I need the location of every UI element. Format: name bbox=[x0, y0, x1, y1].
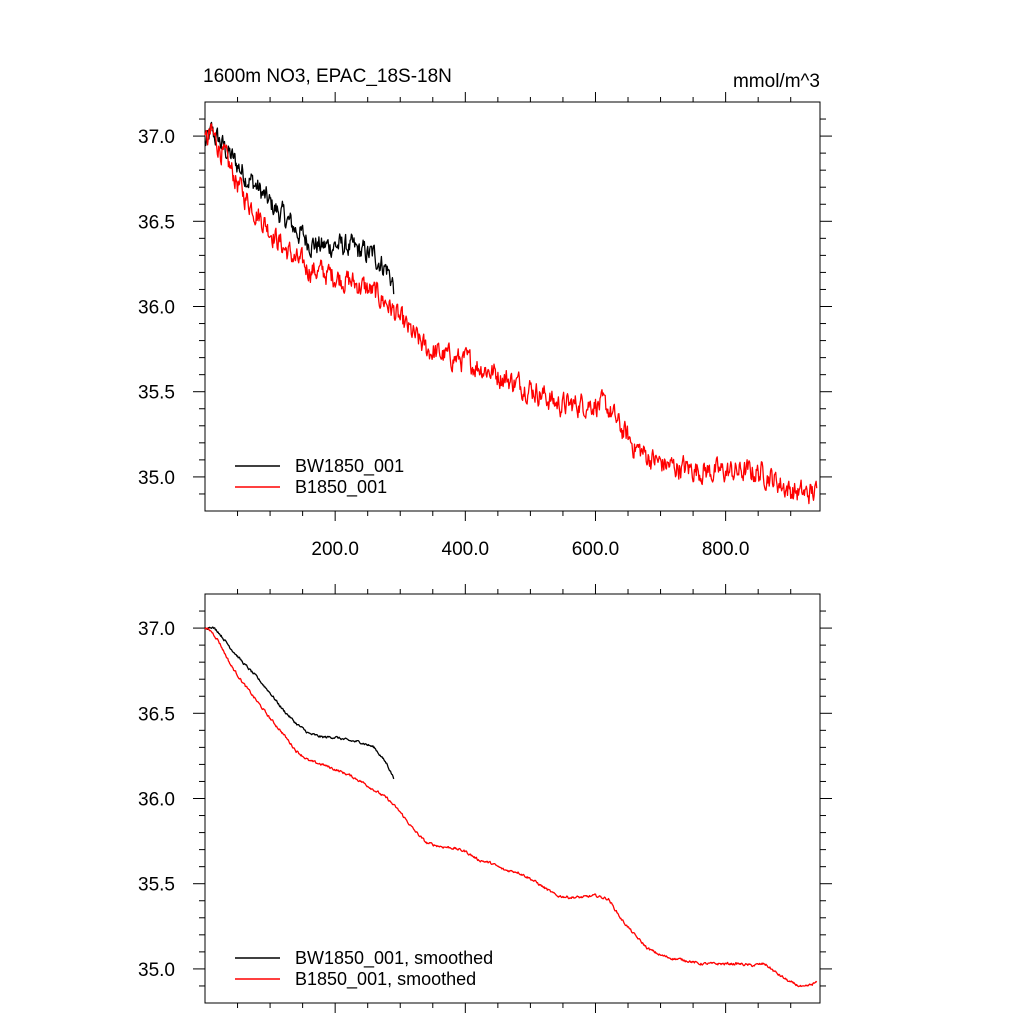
y-tick-label: 35.0 bbox=[138, 468, 175, 489]
y-tick-label: 36.5 bbox=[138, 704, 175, 725]
x-tick-label: 800.0 bbox=[702, 539, 750, 560]
x-tick-label: 400.0 bbox=[442, 539, 490, 560]
series-line-bw1850-001 bbox=[204, 121, 395, 295]
y-tick-label: 36.0 bbox=[138, 790, 175, 811]
legend-label: BW1850_001 bbox=[295, 456, 404, 477]
bottom-panel: 35.0 35.5 36.0 36.5 37.0 BW1850_001, smoothed… bbox=[138, 584, 832, 1013]
plot-frame bbox=[204, 101, 821, 512]
series-line-bw1850-001-smoothed bbox=[204, 626, 395, 780]
plot-frame bbox=[204, 593, 821, 1004]
y-tick-label: 37.0 bbox=[138, 619, 175, 640]
y-tick-label: 36.0 bbox=[138, 298, 175, 319]
x-tick-label: 600.0 bbox=[572, 539, 620, 560]
units-label: mmol/m^3 bbox=[733, 71, 820, 92]
y-tick-label: 35.5 bbox=[138, 383, 175, 404]
y-tick-label: 36.5 bbox=[138, 212, 175, 233]
legend-label: B1850_001 bbox=[295, 477, 387, 498]
y-tick-label: 35.5 bbox=[138, 875, 175, 896]
chart-title: 1600m NO3, EPAC_18S-18N bbox=[203, 66, 452, 87]
legend-label: B1850_001, smoothed bbox=[295, 969, 476, 990]
y-tick-label: 37.0 bbox=[138, 127, 175, 148]
series-line-b1850-001-smoothed bbox=[204, 627, 818, 988]
top-panel: 200.0 400.0 600.0 800.0 35.0 35.5 36.0 36.5 37.0… bbox=[138, 92, 832, 560]
x-tick-label: 200.0 bbox=[311, 539, 359, 560]
legend-label: BW1850_001, smoothed bbox=[295, 948, 493, 969]
series-line-b1850-001 bbox=[204, 123, 818, 505]
y-tick-label: 35.0 bbox=[138, 960, 175, 981]
